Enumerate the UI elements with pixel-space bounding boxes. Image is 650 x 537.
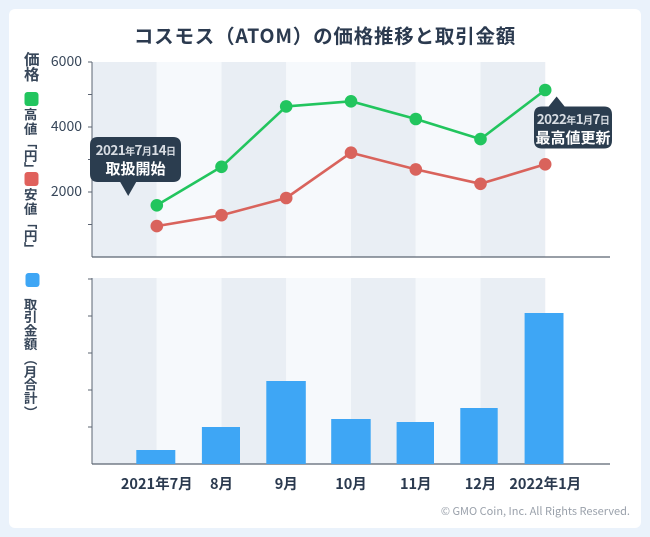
svg-text:12月: 12月 (465, 473, 497, 494)
svg-text:最高値更新: 最高値更新 (535, 127, 610, 148)
svg-text:取扱開始: 取扱開始 (105, 158, 165, 179)
svg-text:6000: 6000 (51, 51, 82, 71)
svg-text:2021年7月: 2021年7月 (121, 473, 193, 494)
svg-text:8月: 8月 (210, 473, 233, 494)
svg-text:10月: 10月 (335, 473, 367, 494)
svg-text:2022年1月: 2022年1月 (509, 473, 581, 494)
svg-text:4000: 4000 (51, 116, 82, 136)
svg-text:2021年7月14日: 2021年7月14日 (96, 139, 176, 159)
svg-text:9月: 9月 (275, 473, 298, 494)
svg-text:2000: 2000 (51, 181, 82, 201)
svg-text:11月: 11月 (400, 473, 432, 494)
